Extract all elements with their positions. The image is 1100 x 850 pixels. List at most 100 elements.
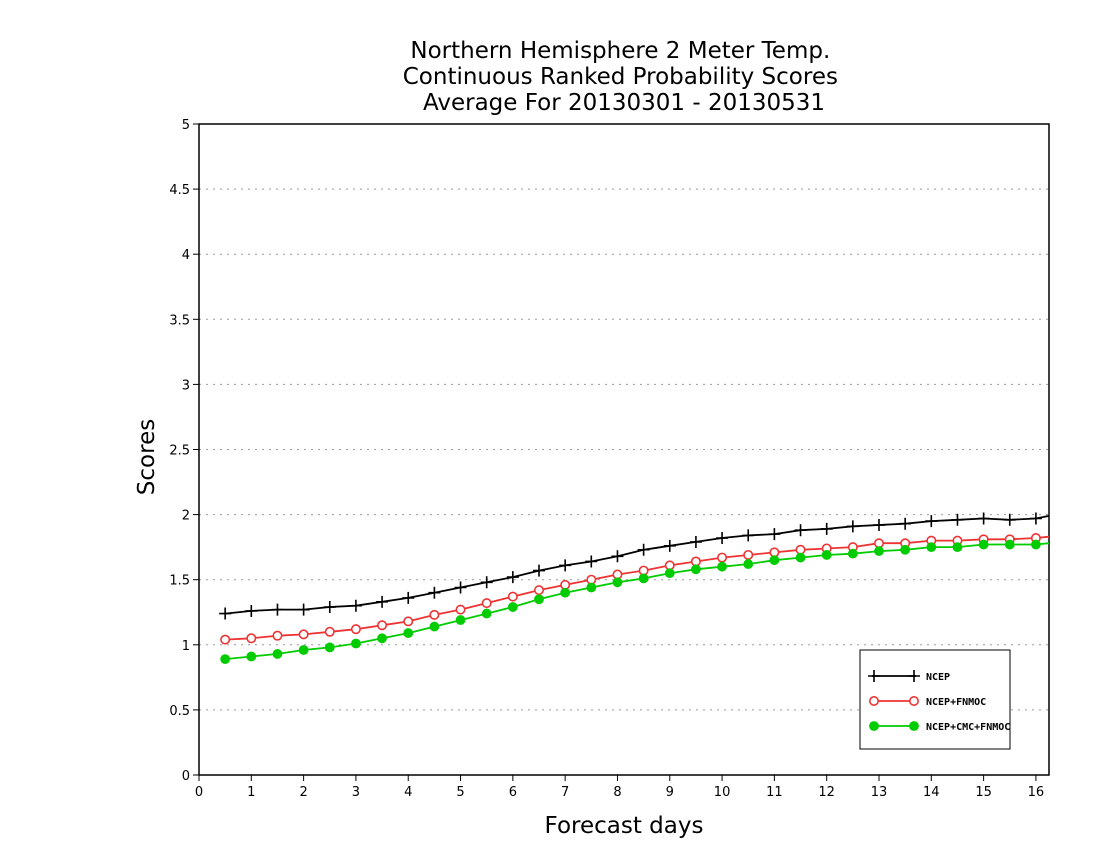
data-point	[847, 548, 858, 559]
data-point	[220, 634, 231, 645]
series-line	[225, 515, 1050, 615]
legend: NCEP NCEP+FNMOC NCEP+CMC+FNMOC	[859, 649, 1011, 750]
data-point	[612, 577, 623, 588]
data-point	[977, 512, 990, 525]
data-point	[506, 571, 519, 584]
data-point	[585, 555, 598, 568]
data-point	[821, 550, 832, 560]
y-tick-label: 5	[182, 118, 190, 133]
data-point	[820, 522, 833, 535]
data-point	[245, 604, 258, 617]
data-point	[689, 535, 702, 548]
data-point	[768, 528, 781, 541]
data-point	[1004, 539, 1015, 550]
series-ncep-fnmoc	[220, 533, 1050, 645]
x-tick-label: 11	[766, 785, 783, 800]
data-point	[1029, 512, 1042, 525]
data-point	[559, 559, 572, 572]
data-point	[351, 638, 361, 649]
data-point	[298, 645, 309, 655]
data-point	[716, 532, 729, 545]
data-point	[560, 587, 571, 598]
y-tick-label: 4.5	[169, 183, 190, 198]
title-line-3: Average For 20130301 - 20130531	[423, 90, 825, 116]
y-tick-label: 4	[182, 248, 190, 263]
data-point	[637, 543, 650, 556]
data-point	[908, 670, 920, 682]
x-tick-label: 15	[975, 785, 992, 800]
chart-title: Northern Hemisphere 2 Meter Temp. Contin…	[403, 38, 846, 116]
y-tick-label: 1.5	[169, 574, 190, 589]
data-point	[868, 695, 879, 706]
x-tick-label: 3	[352, 785, 360, 800]
data-point	[794, 524, 807, 537]
series-ncep	[219, 512, 1050, 620]
data-point	[586, 582, 597, 593]
data-point	[1031, 539, 1041, 550]
data-point	[743, 559, 754, 569]
data-point	[743, 549, 754, 560]
data-point	[480, 576, 493, 589]
x-tick-label: 12	[818, 785, 835, 800]
data-point	[377, 620, 388, 631]
data-point	[717, 552, 728, 563]
y-tick-label: 2.5	[169, 444, 190, 459]
x-tick-label: 10	[714, 785, 731, 800]
series-line	[225, 542, 1050, 660]
axis-ticks: 00.511.522.533.544.550 1 2 3 4 5 6 7 8 9 10 11 12 13 1…	[169, 118, 1044, 800]
data-point	[507, 602, 518, 612]
x-tick-label: 1	[247, 785, 255, 800]
data-point	[899, 517, 912, 530]
x-tick-label: 5	[456, 785, 464, 800]
data-point	[297, 603, 310, 616]
data-point	[220, 654, 231, 665]
y-tick-label: 0	[182, 769, 190, 784]
data-point	[271, 603, 284, 616]
data-point	[454, 581, 467, 594]
y-axis-label: Scores	[134, 419, 160, 495]
data-point	[978, 539, 989, 550]
data-point	[403, 616, 414, 627]
data-point	[869, 721, 879, 731]
data-point	[481, 598, 492, 609]
data-point	[455, 615, 466, 625]
data-point	[246, 633, 257, 644]
data-point	[323, 601, 336, 614]
data-point	[428, 586, 441, 599]
data-point	[429, 621, 440, 632]
y-tick-label: 0.5	[169, 704, 190, 719]
data-point	[349, 599, 362, 612]
x-tick-label: 0	[195, 785, 203, 800]
data-point	[909, 721, 919, 731]
data-point	[868, 670, 880, 682]
data-point	[377, 633, 387, 644]
data-point	[403, 628, 414, 638]
data-point	[272, 649, 283, 659]
data-point	[873, 519, 885, 532]
data-point	[611, 550, 624, 563]
data-point	[663, 539, 676, 552]
x-tick-label: 16	[1028, 785, 1045, 800]
data-point	[534, 594, 544, 605]
data-point	[874, 546, 884, 556]
data-point	[638, 573, 649, 584]
y-tick-label: 2	[182, 509, 190, 524]
data-point	[926, 542, 937, 553]
data-point	[846, 520, 859, 533]
data-point	[717, 561, 727, 572]
legend-label: NCEP	[926, 672, 950, 683]
data-point	[507, 591, 518, 602]
data-point	[455, 604, 466, 615]
data-point	[429, 609, 440, 620]
x-tick-label: 7	[561, 785, 569, 800]
data-point	[908, 695, 919, 706]
data-point	[925, 515, 938, 528]
series-ncep-cmc-fnmoc	[220, 539, 1050, 665]
data-point	[246, 651, 257, 662]
data-point	[951, 513, 964, 526]
y-tick-label: 3	[182, 378, 190, 393]
series-layer	[219, 512, 1050, 665]
x-tick-label: 2	[299, 785, 307, 800]
data-point	[900, 544, 911, 555]
